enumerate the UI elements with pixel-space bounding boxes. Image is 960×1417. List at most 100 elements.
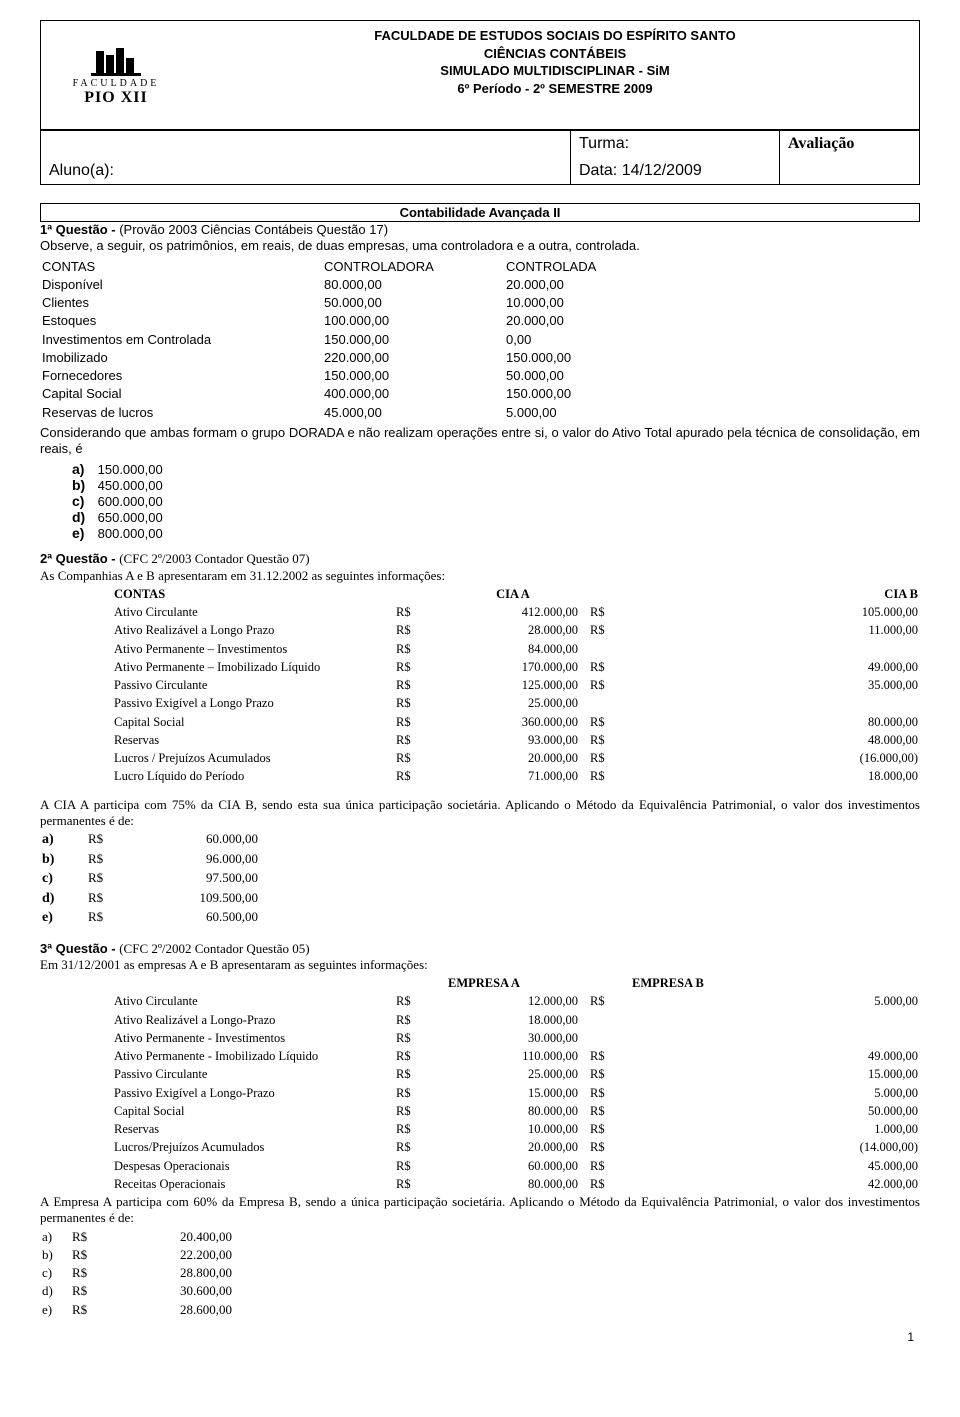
cell: 5.000,00 [506,405,918,421]
q2-h1: CONTAS [114,586,394,602]
option: c)R$97.500,00 [42,870,258,888]
q1-h3: CONTROLADA [506,259,918,275]
option-letter: a) [42,1229,70,1245]
building-icon [86,43,146,78]
table-row: Capital Social400.000,00150.000,00 [42,386,918,402]
meta-row: Aluno(a): Turma: Data: 14/12/2009 Avalia… [40,130,920,185]
cell: Capital Social [114,714,394,730]
option-letter: a) [72,461,94,477]
q2-options: a)R$60.000,00b)R$96.000,00c)R$97.500,00d… [40,829,260,929]
cell [632,641,918,657]
option-letter: c) [42,1265,70,1281]
cell: 150.000,00 [324,332,504,348]
table-row: ReservasR$10.000,00R$1.000,00 [42,1121,918,1137]
table-row: Ativo Realizável a Longo-PrazoR$18.000,0… [42,1012,918,1028]
inst-line1: FACULDADE DE ESTUDOS SOCIAIS DO ESPÍRITO… [197,27,913,45]
q3-source: (CFC 2º/2002 Contador Questão 05) [119,941,309,956]
option-letter: d) [72,509,94,525]
cell: R$ [396,1030,446,1046]
cell: Ativo Realizável a Longo Prazo [114,622,394,638]
cell: R$ [396,641,446,657]
option-value: 97.500,00 [138,870,258,888]
q2-h3: CIA B [632,586,918,602]
option-letter: a) [42,831,74,849]
q2-post: A CIA A participa com 75% da CIA B, send… [40,797,920,830]
cell: Reservas [114,1121,394,1137]
option: b)R$22.200,00 [42,1247,232,1263]
cell: 42.000,00 [632,1176,918,1192]
cell: R$ [580,993,630,1009]
cell [632,695,918,711]
option: e)R$60.500,00 [42,909,258,927]
q2-header: 2ª Questão - (CFC 2º/2003 Contador Quest… [40,551,920,567]
page-number: 1 [907,1330,914,1344]
cell: 400.000,00 [324,386,504,402]
option-value: 28.800,00 [122,1265,232,1281]
option: a) 150.000,00 [72,461,920,477]
cell: R$ [396,1103,446,1119]
q3-lead: Em 31/12/2001 as empresas A e B apresent… [40,957,920,973]
table-row: Investimentos em Controlada150.000,000,0… [42,332,918,348]
table-row: ReservasR$93.000,00R$48.000,00 [42,732,918,748]
q3-title: 3ª Questão - [40,941,119,956]
option-value: 650.000,00 [98,510,163,525]
cell: 80.000,00 [448,1103,578,1119]
option-letter: e) [42,1302,70,1318]
table-row: Lucro Líquido do PeríodoR$71.000,00R$18.… [42,768,918,784]
cell: R$ [396,1139,446,1155]
cell: 10.000,00 [506,295,918,311]
cell: Capital Social [42,386,322,402]
cell: R$ [396,695,446,711]
cell: 105.000,00 [632,604,918,620]
cell: R$ [72,1247,120,1263]
option: e) 800.000,00 [72,525,920,541]
cell: 84.000,00 [448,641,578,657]
cell: Ativo Permanente – Investimentos [114,641,394,657]
cell: 360.000,00 [448,714,578,730]
table-row: Despesas OperacionaisR$60.000,00R$45.000… [42,1158,918,1174]
cell: R$ [396,732,446,748]
q1-table-header: CONTAS CONTROLADORA CONTROLADA [42,259,918,275]
turma-label: Turma: [579,135,629,153]
cell: 80.000,00 [632,714,918,730]
cell: R$ [72,1302,120,1318]
inst-line4: 6º Período - 2º SEMESTRE 2009 [197,80,913,98]
cell: R$ [396,1158,446,1174]
q2-h2: CIA A [448,586,578,602]
cell: Disponível [42,277,322,293]
cell: Reservas [114,732,394,748]
option: d)R$109.500,00 [42,890,258,908]
cell: Ativo Permanente – Imobilizado Líquido [114,659,394,675]
cell: 80.000,00 [324,277,504,293]
cell: (16.000,00) [632,750,918,766]
q3-h2: EMPRESA A [448,975,578,991]
q1-h1: CONTAS [42,259,322,275]
cell: 49.000,00 [632,659,918,675]
option-letter: d) [42,1283,70,1299]
table-row: Receitas OperacionaisR$80.000,00R$42.000… [42,1176,918,1192]
q3-h3: EMPRESA B [632,975,918,991]
logo-cell: FACULDADE PIO XII [41,21,191,129]
q1-options: a) 150.000,00b) 450.000,00c) 600.000,00d… [72,461,920,541]
cell [580,1030,630,1046]
cell [580,1012,630,1028]
option: e)R$28.600,00 [42,1302,232,1318]
cell: R$ [396,768,446,784]
option: d) 650.000,00 [72,509,920,525]
cell: Ativo Circulante [114,993,394,1009]
cell: R$ [76,890,136,908]
table-row: Capital SocialR$80.000,00R$50.000,00 [42,1103,918,1119]
cell: 50.000,00 [506,368,918,384]
cell: R$ [580,1103,630,1119]
cell: R$ [396,1066,446,1082]
cell: 80.000,00 [448,1176,578,1192]
cell: Lucros/Prejuízos Acumulados [114,1139,394,1155]
q1-lead: Observe, a seguir, os patrimônios, em re… [40,238,920,254]
option-value: 450.000,00 [98,478,163,493]
cell: Passivo Exigível a Longo Prazo [114,695,394,711]
cell: Estoques [42,313,322,329]
cell: 50.000,00 [632,1103,918,1119]
cell: 50.000,00 [324,295,504,311]
q3-table: EMPRESA A EMPRESA B Ativo CirculanteR$12… [40,973,920,1194]
cell: R$ [396,1048,446,1064]
